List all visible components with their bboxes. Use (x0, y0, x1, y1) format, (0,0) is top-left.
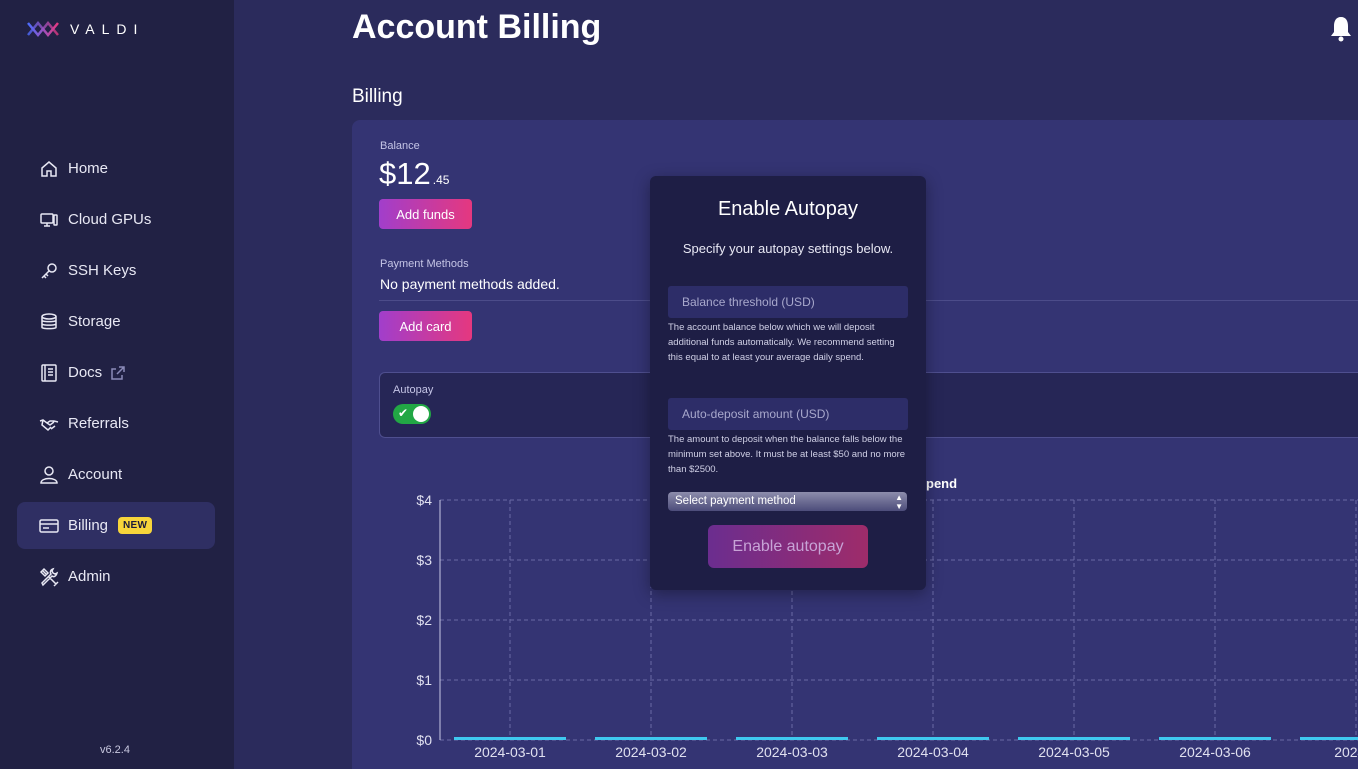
sidebar-item-account[interactable]: Account (17, 451, 215, 498)
sidebar-item-billing[interactable]: Billing NEW (17, 502, 215, 549)
payment-methods-label: Payment Methods (380, 258, 469, 270)
billing-section-title: Billing (352, 86, 403, 107)
toggle-knob (413, 406, 429, 422)
bell-icon[interactable] (1329, 16, 1353, 42)
tools-icon (39, 567, 59, 587)
sidebar-item-ssh-keys[interactable]: SSH Keys (17, 247, 215, 294)
sidebar-item-label: Billing (68, 517, 109, 534)
chart-bar (736, 737, 848, 740)
balance-amount: $12.45 (379, 156, 449, 192)
page-title: Account Billing (352, 8, 602, 46)
autopay-toggle[interactable]: ✔ (393, 404, 431, 424)
add-card-button[interactable]: Add card (379, 311, 472, 341)
daily-spend-chart: $0 $1 $2 $3 $4 2024-03-01 2024-03-02 2024-03-03… (416, 492, 1358, 760)
credit-card-icon (39, 516, 59, 536)
sidebar-item-label: Admin (68, 568, 111, 585)
modal-title: Enable Autopay (717, 198, 859, 220)
user-icon (39, 465, 59, 485)
threshold-help-text: The account balance below which we will … (668, 322, 895, 363)
balance-dollars: $12 (379, 156, 431, 191)
sidebar-nav: Home Cloud GPUs SSH Keys Storage Docs Re… (17, 145, 215, 604)
y-tick-label: $1 (416, 672, 432, 688)
sidebar-item-label: Storage (68, 313, 121, 330)
chart-bar (1018, 737, 1130, 740)
sidebar: VALDI Home Cloud GPUs SSH Keys Storage D… (0, 0, 234, 769)
sidebar-item-label: Home (68, 160, 109, 177)
valdi-logo-icon (27, 21, 59, 37)
sidebar-item-label: Account (68, 466, 123, 483)
x-tick-label: 2024-03-04 (897, 744, 969, 760)
chart-bar (1159, 737, 1271, 740)
sidebar-item-label: Referrals (68, 415, 129, 432)
sidebar-item-storage[interactable]: Storage (17, 298, 215, 345)
deposit-help-text: The amount to deposit when the balance f… (668, 434, 906, 475)
sidebar-item-referrals[interactable]: Referrals (17, 400, 215, 447)
brand-name: VALDI (70, 21, 145, 37)
payment-methods-empty-text: No payment methods added. (380, 276, 560, 292)
modal-subtitle: Specify your autopay settings below. (682, 241, 894, 256)
select-arrows-icon: ▲ ▼ (895, 493, 903, 511)
x-tick-label: 2024-03-01 (474, 744, 546, 760)
add-funds-button[interactable]: Add funds (379, 199, 472, 229)
monitor-icon (39, 210, 59, 230)
enable-autopay-button[interactable]: Enable autopay (708, 525, 868, 568)
sidebar-item-label: SSH Keys (68, 262, 137, 279)
version-label: v6.2.4 (100, 744, 130, 756)
external-link-icon (110, 365, 126, 381)
sidebar-item-admin[interactable]: Admin (17, 553, 215, 600)
balance-cents: .45 (432, 173, 450, 187)
home-icon (39, 159, 59, 179)
x-tick-label: 2024-03-05 (1038, 744, 1110, 760)
autopay-label: Autopay (393, 384, 434, 396)
sidebar-item-home[interactable]: Home (17, 145, 215, 192)
chart-bar (595, 737, 707, 740)
sidebar-item-label: Cloud GPUs (68, 211, 152, 228)
handshake-icon (39, 414, 59, 434)
y-tick-label: $4 (416, 492, 432, 508)
new-badge: NEW (118, 517, 153, 534)
chart-bar (1300, 737, 1358, 740)
sidebar-item-label: Docs (68, 364, 103, 381)
key-icon (39, 261, 59, 281)
balance-label: Balance (380, 140, 420, 152)
y-tick-label: $0 (416, 732, 432, 748)
x-tick-label: 2024-03-02 (615, 744, 687, 760)
chart-bar (877, 737, 989, 740)
x-tick-label: 2024-0 (1334, 744, 1358, 760)
database-icon (39, 312, 59, 332)
payment-method-select-value: Select payment method (675, 495, 796, 507)
book-icon (39, 363, 59, 383)
sidebar-item-docs[interactable]: Docs (17, 349, 215, 396)
balance-threshold-input[interactable] (668, 286, 908, 318)
payment-method-select[interactable]: Select payment method ▲ ▼ (668, 492, 907, 511)
y-tick-label: $2 (416, 612, 432, 628)
x-tick-label: 2024-03-03 (756, 744, 828, 760)
chart-title: pend (926, 476, 958, 491)
logo[interactable]: VALDI (26, 20, 144, 38)
auto-deposit-input[interactable] (668, 398, 908, 430)
enable-autopay-modal: Enable Autopay Specify your autopay sett… (650, 176, 926, 590)
x-tick-label: 2024-03-06 (1179, 744, 1251, 760)
check-icon: ✔ (398, 406, 409, 420)
chart-bar (454, 737, 566, 740)
sidebar-item-cloud-gpus[interactable]: Cloud GPUs (17, 196, 215, 243)
y-tick-label: $3 (416, 552, 432, 568)
